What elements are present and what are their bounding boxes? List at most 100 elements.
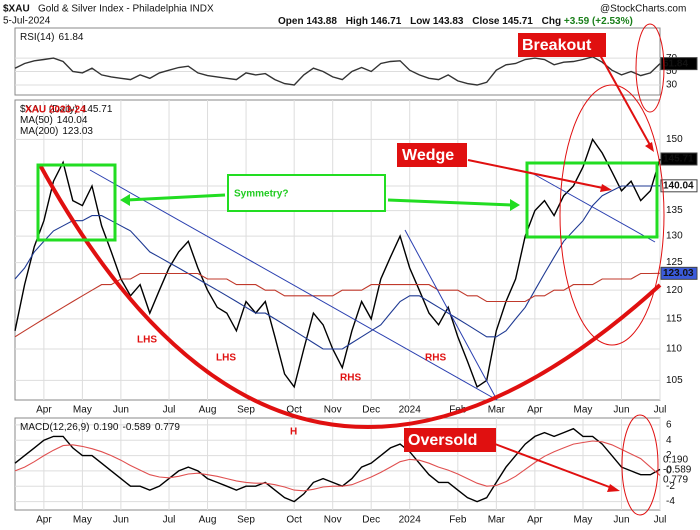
date: 5-Jul-2024 xyxy=(3,16,51,27)
arrowhead xyxy=(120,194,130,206)
readout-tag: 0.779 xyxy=(663,475,688,486)
arrowhead xyxy=(510,199,520,211)
legend-entry: MA(50) 140.04 xyxy=(20,115,88,126)
quote-value: 143.83 xyxy=(433,16,464,27)
y-tick-label: 150 xyxy=(666,134,683,145)
annotation: Oversold xyxy=(408,432,477,449)
x-tick-label: Apr xyxy=(36,515,52,526)
y-tick-label: -2 xyxy=(666,481,675,492)
legend-name: MA(200) xyxy=(20,126,58,137)
highlight-ellipse xyxy=(559,84,665,346)
annotation: Wedge xyxy=(402,147,454,164)
arrowhead xyxy=(600,184,612,192)
y-tick-label: 110 xyxy=(666,344,682,355)
series-line xyxy=(14,185,661,350)
x-tick-label: May xyxy=(574,405,593,416)
arrow xyxy=(494,443,613,489)
x-tick-label: Jun xyxy=(113,405,129,416)
readout-tag: -0.589 xyxy=(663,465,692,476)
arrow xyxy=(125,193,226,202)
x-tick-label: Dec xyxy=(362,405,380,416)
highlight-ellipse xyxy=(635,23,665,113)
legend-name: MACD(12,26,9) xyxy=(20,422,89,433)
legend-value: -0.589 xyxy=(123,422,152,433)
annotations: XAU 2023-24 Breakout Wedge Symmetry? LHS… xyxy=(25,23,665,516)
symmetry-label-box xyxy=(227,174,386,212)
x-tick-label: Apr xyxy=(527,405,543,416)
arrowhead xyxy=(645,142,654,152)
last-value: 61.84 xyxy=(663,58,688,69)
label-box xyxy=(518,33,606,57)
x-tick-label: Jul xyxy=(163,515,176,526)
x-tick-label: May xyxy=(73,515,92,526)
series-line xyxy=(14,272,661,338)
quote: Open 143.88 High 146.71 Low 143.83 Close… xyxy=(278,16,633,27)
x-tick-label: Nov xyxy=(324,515,342,526)
legend-entry: MA(200) 123.03 xyxy=(20,126,93,137)
symmetry-box xyxy=(525,161,659,239)
symbol: $XAU xyxy=(3,4,30,15)
y-tick-label: 115 xyxy=(666,314,682,325)
quote-value: 145.71 xyxy=(502,16,533,27)
x-tick-label: Feb xyxy=(449,515,467,526)
trendline xyxy=(404,229,498,401)
x-tick-label: Aug xyxy=(199,515,217,526)
series-line xyxy=(14,427,661,503)
x-tick-label: Dec xyxy=(362,515,380,526)
arrow xyxy=(599,54,651,146)
series-line xyxy=(14,137,661,389)
chart-title: XAU 2023-24 xyxy=(25,105,86,116)
x-tick-label: Jul xyxy=(163,405,176,416)
last-value-tag xyxy=(660,179,698,193)
legend-name: $XAU (Daily) xyxy=(20,104,78,115)
readout-tag: 0.190 xyxy=(663,455,688,466)
last-value-tag xyxy=(660,152,698,166)
legend-value: 123.03 xyxy=(62,126,93,137)
legend-entry: MACD(12,26,9) 0.190 -0.589 0.779 xyxy=(20,422,180,433)
y-tick-label: 125 xyxy=(666,257,683,268)
x-tick-label: Jun xyxy=(613,515,629,526)
x-tick-label: May xyxy=(73,405,92,416)
panel xyxy=(14,417,661,511)
series-line xyxy=(14,56,661,86)
x-tick-label: Mar xyxy=(488,515,506,526)
x-tick-label: Sep xyxy=(237,405,255,416)
cup-arc xyxy=(38,164,662,429)
y-tick-label: 2 xyxy=(666,450,672,461)
legend-name: RSI(14) xyxy=(20,32,54,43)
annotation: RHS xyxy=(425,353,446,364)
x-tick-label: Oct xyxy=(286,515,302,526)
trendline xyxy=(89,169,498,401)
y-tick-label: -4 xyxy=(666,496,675,507)
watermark: @StockCharts.com xyxy=(600,4,686,15)
arrow xyxy=(467,159,604,189)
x-tick-label: Jul xyxy=(654,515,667,526)
highlight-ellipse xyxy=(621,414,659,516)
legend-value: 140.04 xyxy=(57,115,88,126)
legend-name: MA(50) xyxy=(20,115,53,126)
y-tick-label: 105 xyxy=(666,375,683,386)
x-tick-label: Jul xyxy=(654,405,667,416)
x-tick-label: Nov xyxy=(324,405,342,416)
y-tick-label: 30 xyxy=(666,80,678,91)
last-value-tag xyxy=(660,266,698,280)
quote-label: High xyxy=(346,16,368,27)
y-tick-label: 135 xyxy=(666,205,683,216)
x-tick-label: Apr xyxy=(36,405,52,416)
x-tick-label: Jun xyxy=(613,405,629,416)
quote-value: +3.59 (+2.53%) xyxy=(564,16,633,27)
quote-value: 146.71 xyxy=(371,16,402,27)
annotation: LHS xyxy=(137,335,157,346)
legend-value: 61.84 xyxy=(58,32,83,43)
x-tick-label: Oct xyxy=(286,405,302,416)
y-tick-label: 130 xyxy=(666,231,683,242)
wedge-line xyxy=(529,171,656,243)
label-box xyxy=(397,143,467,167)
last-value: 145.71 xyxy=(663,154,694,165)
legend-value: 0.779 xyxy=(155,422,180,433)
last-value-tag xyxy=(660,57,698,71)
series-line xyxy=(14,440,661,492)
quote-label: Low xyxy=(410,16,430,27)
x-tick-label: 2024 xyxy=(399,405,422,416)
